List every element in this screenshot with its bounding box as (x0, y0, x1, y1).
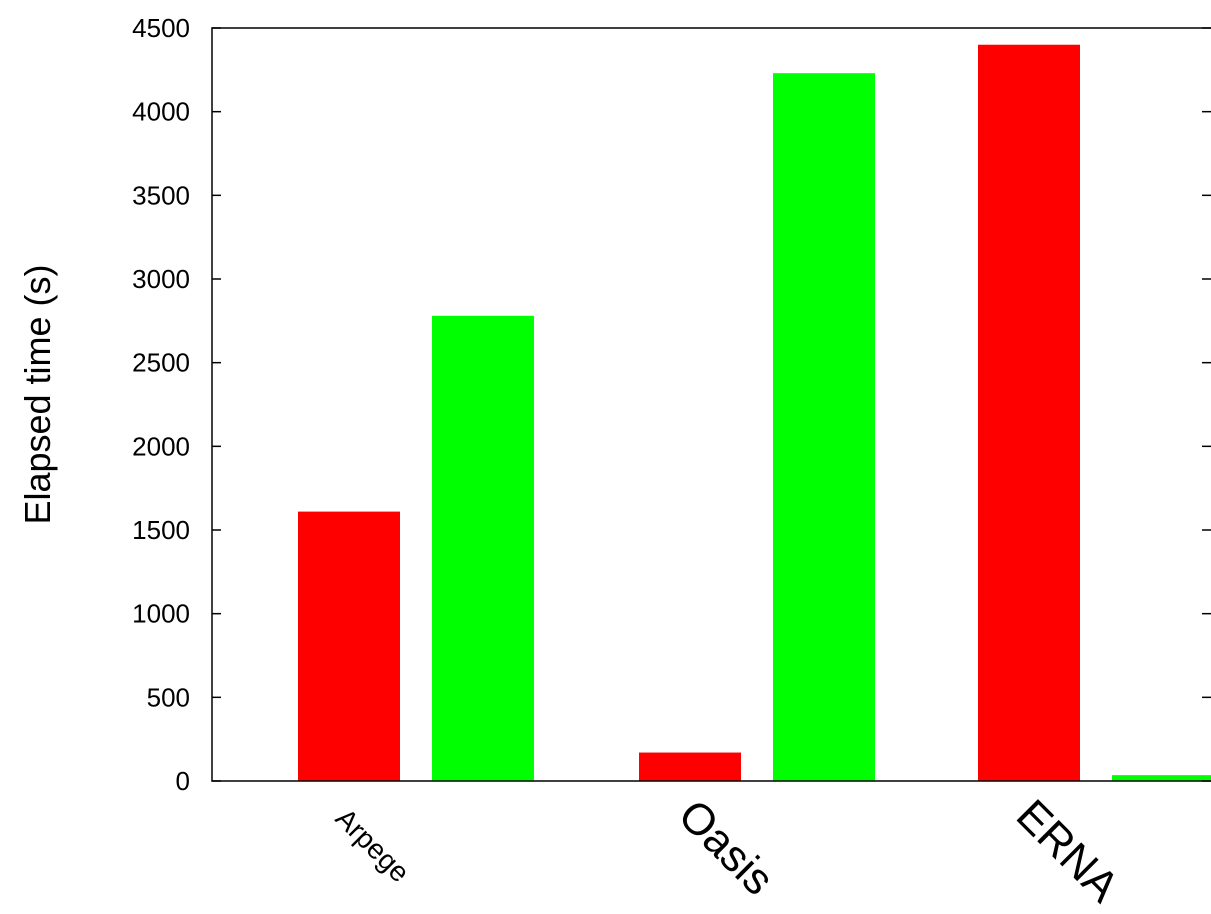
bars-layer (298, 44, 1211, 782)
y-tick-label: 2000 (132, 431, 190, 461)
bar-arpege-series-1 (298, 511, 400, 781)
y-tick-label: 0 (176, 766, 190, 796)
y-tick-label: 4000 (132, 97, 190, 127)
bar-arpege-series-2 (432, 315, 534, 781)
bar-erna-series-1 (978, 44, 1080, 781)
y-tick-label: 2500 (132, 348, 190, 378)
x-tick-label-erna: ERNA (1007, 790, 1129, 912)
bar-erna-series-2 (1112, 775, 1211, 781)
y-tick-label: 500 (147, 682, 190, 712)
x-tick-label-oasis: Oasis (669, 790, 783, 904)
x-tick-label-arpege: Arpege (330, 802, 416, 888)
x-axis-tick-labels: Arpege Oasis ERNA (330, 790, 1129, 912)
bar-oasis-series-1 (639, 752, 741, 781)
y-tick-label: 3500 (132, 180, 190, 210)
y-axis-label: Elapsed time (s) (17, 264, 58, 524)
bar-oasis-series-2 (773, 73, 875, 782)
y-tick-label: 4500 (132, 13, 190, 43)
plot-frame (211, 27, 1211, 782)
y-tick-label: 1500 (132, 515, 190, 545)
y-axis-tick-labels: 0 500 1000 1500 2000 2500 3000 3500 4000 4500 (132, 13, 190, 796)
y-tick-label: 3000 (132, 264, 190, 294)
y-tick-label: 1000 (132, 599, 190, 629)
y-axis-tick-marks (212, 27, 1211, 782)
